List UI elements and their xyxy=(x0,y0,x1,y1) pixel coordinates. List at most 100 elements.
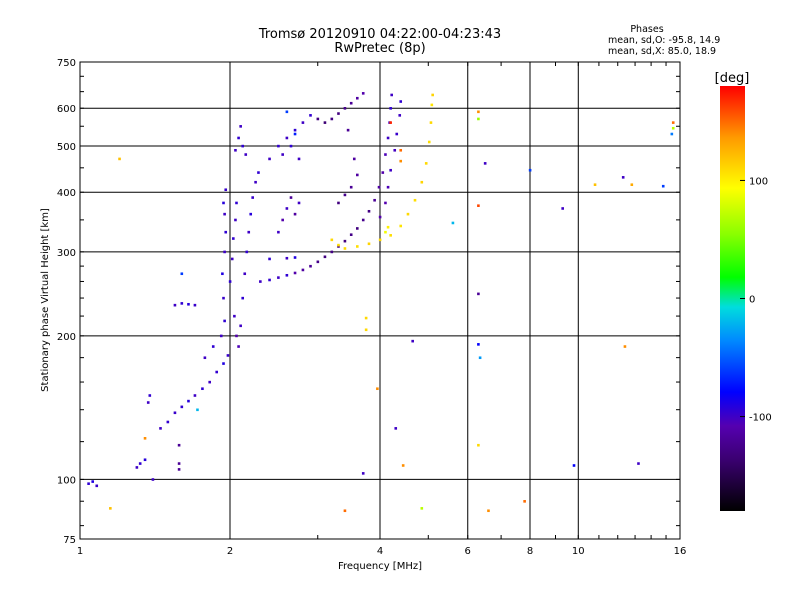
data-point xyxy=(487,509,490,513)
data-point xyxy=(477,292,480,296)
data-point xyxy=(630,183,634,186)
data-point xyxy=(193,303,197,307)
data-point xyxy=(268,257,271,261)
data-point xyxy=(226,354,230,357)
data-point xyxy=(352,157,356,161)
data-point xyxy=(671,121,675,124)
data-point xyxy=(177,462,181,465)
data-point xyxy=(661,184,665,188)
data-point xyxy=(180,405,184,409)
data-point xyxy=(373,198,376,202)
data-point xyxy=(281,218,284,222)
data-point xyxy=(343,193,347,197)
data-point xyxy=(285,256,289,260)
data-point xyxy=(623,345,627,348)
data-point xyxy=(301,268,305,272)
data-point xyxy=(386,225,390,229)
data-point xyxy=(323,121,327,124)
data-point xyxy=(230,257,234,261)
data-point xyxy=(367,242,371,246)
data-point xyxy=(268,157,271,161)
data-point xyxy=(146,401,150,404)
data-point xyxy=(621,176,625,179)
data-point xyxy=(361,218,365,222)
data-point xyxy=(289,196,293,199)
data-point xyxy=(234,218,237,222)
data-point xyxy=(257,171,260,174)
data-point xyxy=(376,387,379,391)
data-point xyxy=(224,188,228,192)
data-point xyxy=(386,136,390,140)
data-point xyxy=(561,207,564,210)
data-point xyxy=(211,345,215,348)
data-point xyxy=(148,394,152,397)
data-point xyxy=(399,224,403,228)
data-point xyxy=(138,462,142,465)
data-point xyxy=(301,121,305,124)
colorbar-tick-label: 0 xyxy=(749,295,755,306)
data-point xyxy=(297,157,301,161)
data-point xyxy=(390,93,393,97)
data-point xyxy=(244,153,248,156)
data-point xyxy=(151,478,155,481)
data-point xyxy=(361,92,365,95)
data-point xyxy=(420,507,424,510)
data-point xyxy=(247,230,251,234)
data-point xyxy=(309,264,312,268)
data-point xyxy=(593,183,597,186)
data-point xyxy=(177,468,181,471)
grid-lines xyxy=(80,62,680,539)
data-point xyxy=(330,238,334,242)
data-point xyxy=(187,302,190,306)
data-point xyxy=(177,443,181,447)
data-point xyxy=(118,157,121,161)
data-point xyxy=(477,110,480,114)
data-point xyxy=(222,201,225,205)
data-point xyxy=(337,243,340,247)
x-tick-label: 8 xyxy=(527,546,533,557)
y-tick-label: 500 xyxy=(57,142,76,153)
data-point xyxy=(203,356,207,360)
data-point xyxy=(389,107,392,110)
data-point xyxy=(268,278,271,282)
data-point xyxy=(349,101,353,105)
data-point xyxy=(277,276,280,279)
data-point xyxy=(355,227,359,230)
legend-title: Phases xyxy=(630,24,663,35)
x-tick-label: 6 xyxy=(465,546,471,557)
data-point xyxy=(285,207,289,210)
data-point xyxy=(228,280,232,283)
data-point xyxy=(159,427,162,430)
y-tick-label: 750 xyxy=(57,58,76,69)
y-tick-label: 200 xyxy=(57,332,76,343)
data-point xyxy=(196,408,199,412)
data-point xyxy=(316,260,320,264)
data-point xyxy=(143,437,147,440)
chart-subtitle: RwPretec (8p) xyxy=(334,41,425,56)
data-point xyxy=(671,126,675,130)
data-point xyxy=(483,162,487,165)
data-point xyxy=(233,314,236,318)
legend-line-x: mean, sd,X: 85.0, 18.9 xyxy=(608,46,716,57)
data-point xyxy=(478,356,482,360)
data-point xyxy=(411,339,414,343)
data-point xyxy=(135,466,139,469)
data-point xyxy=(87,482,90,485)
colorbar-ticks: 100 0 -100 xyxy=(740,176,772,424)
data-point xyxy=(235,334,238,338)
colorbar-label: [deg] xyxy=(715,71,750,86)
data-point xyxy=(337,112,340,115)
data-point xyxy=(572,464,576,467)
data-point xyxy=(143,458,147,462)
data-point xyxy=(377,185,381,189)
data-point xyxy=(477,443,480,447)
data-point xyxy=(281,153,284,156)
data-point xyxy=(293,256,297,259)
data-points xyxy=(87,92,675,513)
x-axis-ticks: 1 2 4 6 8 10 16 xyxy=(77,62,686,557)
data-point xyxy=(355,96,359,100)
data-point xyxy=(259,280,262,283)
data-point xyxy=(166,420,170,424)
y-axis-label: Stationary phase Virtual Height [km] xyxy=(40,208,51,392)
data-point xyxy=(193,394,197,397)
